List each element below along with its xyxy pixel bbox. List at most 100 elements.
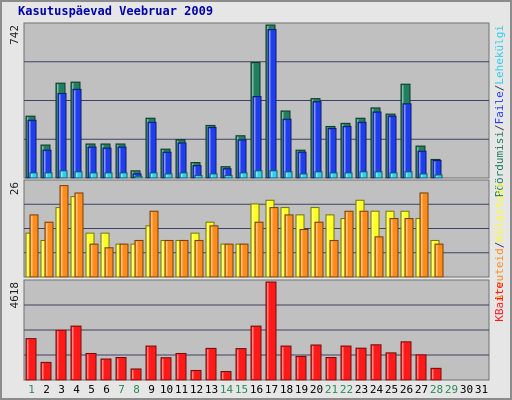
bar-arvuteid-highlight <box>121 245 123 276</box>
bar-kbaite-highlight <box>222 372 224 379</box>
bar-kbaite <box>400 341 412 381</box>
x-tick-label: 21 <box>325 383 338 396</box>
bar-kbaite <box>340 345 352 381</box>
x-tick-label: 12 <box>190 383 203 396</box>
x-tick-label: 7 <box>118 383 125 396</box>
bar-kulastusi-highlight <box>147 226 149 276</box>
bar-kbaite <box>235 348 247 381</box>
bar-kbaite <box>325 357 337 381</box>
bar-arvuteid-highlight <box>256 223 258 276</box>
bar-kbaite-highlight <box>207 349 209 379</box>
bar-lehekulgi-highlight <box>121 173 123 177</box>
bar-arvuteid <box>254 221 264 278</box>
bar-kbaite <box>130 368 142 381</box>
bar-kbaite-highlight <box>432 369 434 379</box>
bar-arvuteid <box>89 243 99 278</box>
bar-kbaite-highlight <box>237 349 239 379</box>
bar-lehekulgi <box>164 173 173 179</box>
bar-lehekulgi-highlight <box>31 173 33 177</box>
bar-kbaite-highlight <box>267 283 269 379</box>
bar-arvuteid <box>299 229 309 278</box>
bar-kulastusi-highlight <box>417 219 419 276</box>
bar-faile-highlight <box>389 117 391 177</box>
bar-arvuteid <box>404 218 414 278</box>
bar-faile-highlight <box>284 120 286 177</box>
bar-kulastusi-highlight <box>222 245 224 276</box>
x-tick-label: 3 <box>58 383 65 396</box>
bar-arvuteid <box>149 210 159 278</box>
bar-kbaite-highlight <box>147 347 149 379</box>
bar-kbaite-highlight <box>372 345 374 379</box>
bar-faile-highlight <box>224 169 226 177</box>
x-tick-label: 6 <box>103 383 110 396</box>
bar-faile-highlight <box>119 148 121 177</box>
bar-kbaite-highlight <box>87 354 89 379</box>
bottom-legend-label: KBaite <box>493 282 506 322</box>
bar-arvuteid <box>119 243 129 278</box>
top-legend-entry: / <box>493 124 506 131</box>
bar-kbaite <box>115 357 127 381</box>
bar-lehekulgi-highlight <box>436 175 438 177</box>
bar-kulastusi-highlight <box>327 215 329 276</box>
middle-legend-entry: Külastusi <box>493 182 506 242</box>
bar-faile-highlight <box>59 94 61 177</box>
bar-arvuteid-highlight <box>76 193 78 276</box>
bar-faile-highlight <box>149 123 151 177</box>
bar-arvuteid-highlight <box>406 219 408 276</box>
bar-faile-highlight <box>254 97 256 177</box>
bar-kbaite <box>40 361 52 381</box>
bar-kbaite-highlight <box>417 355 419 379</box>
x-tick-label: 2 <box>43 383 50 396</box>
bar-arvuteid <box>269 207 279 278</box>
bar-lehekulgi <box>29 172 38 179</box>
bar-kbaite-highlight <box>132 369 134 379</box>
bar-faile-highlight <box>269 30 271 177</box>
bar-lehekulgi <box>314 171 323 179</box>
bar-faile-highlight <box>344 127 346 177</box>
bar-kulastusi-highlight <box>207 223 209 276</box>
bar-lehekulgi-highlight <box>316 172 318 177</box>
bar-kulastusi-highlight <box>117 245 119 276</box>
bar-arvuteid <box>209 225 219 278</box>
bar-lehekulgi <box>359 171 368 179</box>
bar-arvuteid-highlight <box>316 223 318 276</box>
bar-faile-highlight <box>104 149 106 177</box>
bar-lehekulgi <box>239 172 248 179</box>
middle-legend-entry: / <box>493 242 506 249</box>
bar-kbaite-highlight <box>177 354 179 379</box>
bar-arvuteid-highlight <box>331 241 333 276</box>
bar-lehekulgi <box>404 171 413 179</box>
bar-kulastusi-highlight <box>372 212 374 276</box>
bar-lehekulgi <box>44 172 53 179</box>
x-tick-label: 13 <box>205 383 218 396</box>
bar-lehekulgi-highlight <box>76 172 78 177</box>
bar-lehekulgi <box>374 171 383 179</box>
bar-lehekulgi-highlight <box>181 173 183 177</box>
bar-arvuteid-highlight <box>106 248 108 276</box>
x-tick-label: 9 <box>148 383 155 396</box>
bar-kbaite-highlight <box>57 331 59 379</box>
bar-lehekulgi-highlight <box>361 172 363 177</box>
bar-lehekulgi <box>179 172 188 179</box>
top-legend-entry: Pöördumisi <box>493 131 506 197</box>
bar-kbaite <box>145 345 157 381</box>
bar-kulastusi-highlight <box>42 241 44 276</box>
bar-arvuteid-highlight <box>211 226 213 276</box>
bar-kulastusi-highlight <box>297 215 299 276</box>
bar-lehekulgi-highlight <box>406 172 408 177</box>
bar-faile-highlight <box>29 121 31 177</box>
bar-kulastusi-highlight <box>27 234 29 276</box>
bar-kbaite-highlight <box>357 349 359 379</box>
bar-faile-highlight <box>329 129 331 177</box>
top-legend-entry: / <box>493 85 506 92</box>
bar-kbaite <box>295 355 307 381</box>
x-tick-label: 5 <box>88 383 95 396</box>
bar-lehekulgi <box>209 173 218 179</box>
x-tick-label: 10 <box>160 383 173 396</box>
bar-kbaite <box>55 329 67 381</box>
bar-kulastusi-highlight <box>102 234 104 276</box>
bar-arvuteid-highlight <box>46 223 48 276</box>
bar-arvuteid <box>419 192 429 278</box>
bar-kulastusi-highlight <box>357 201 359 276</box>
bar-kulastusi-highlight <box>177 241 179 276</box>
